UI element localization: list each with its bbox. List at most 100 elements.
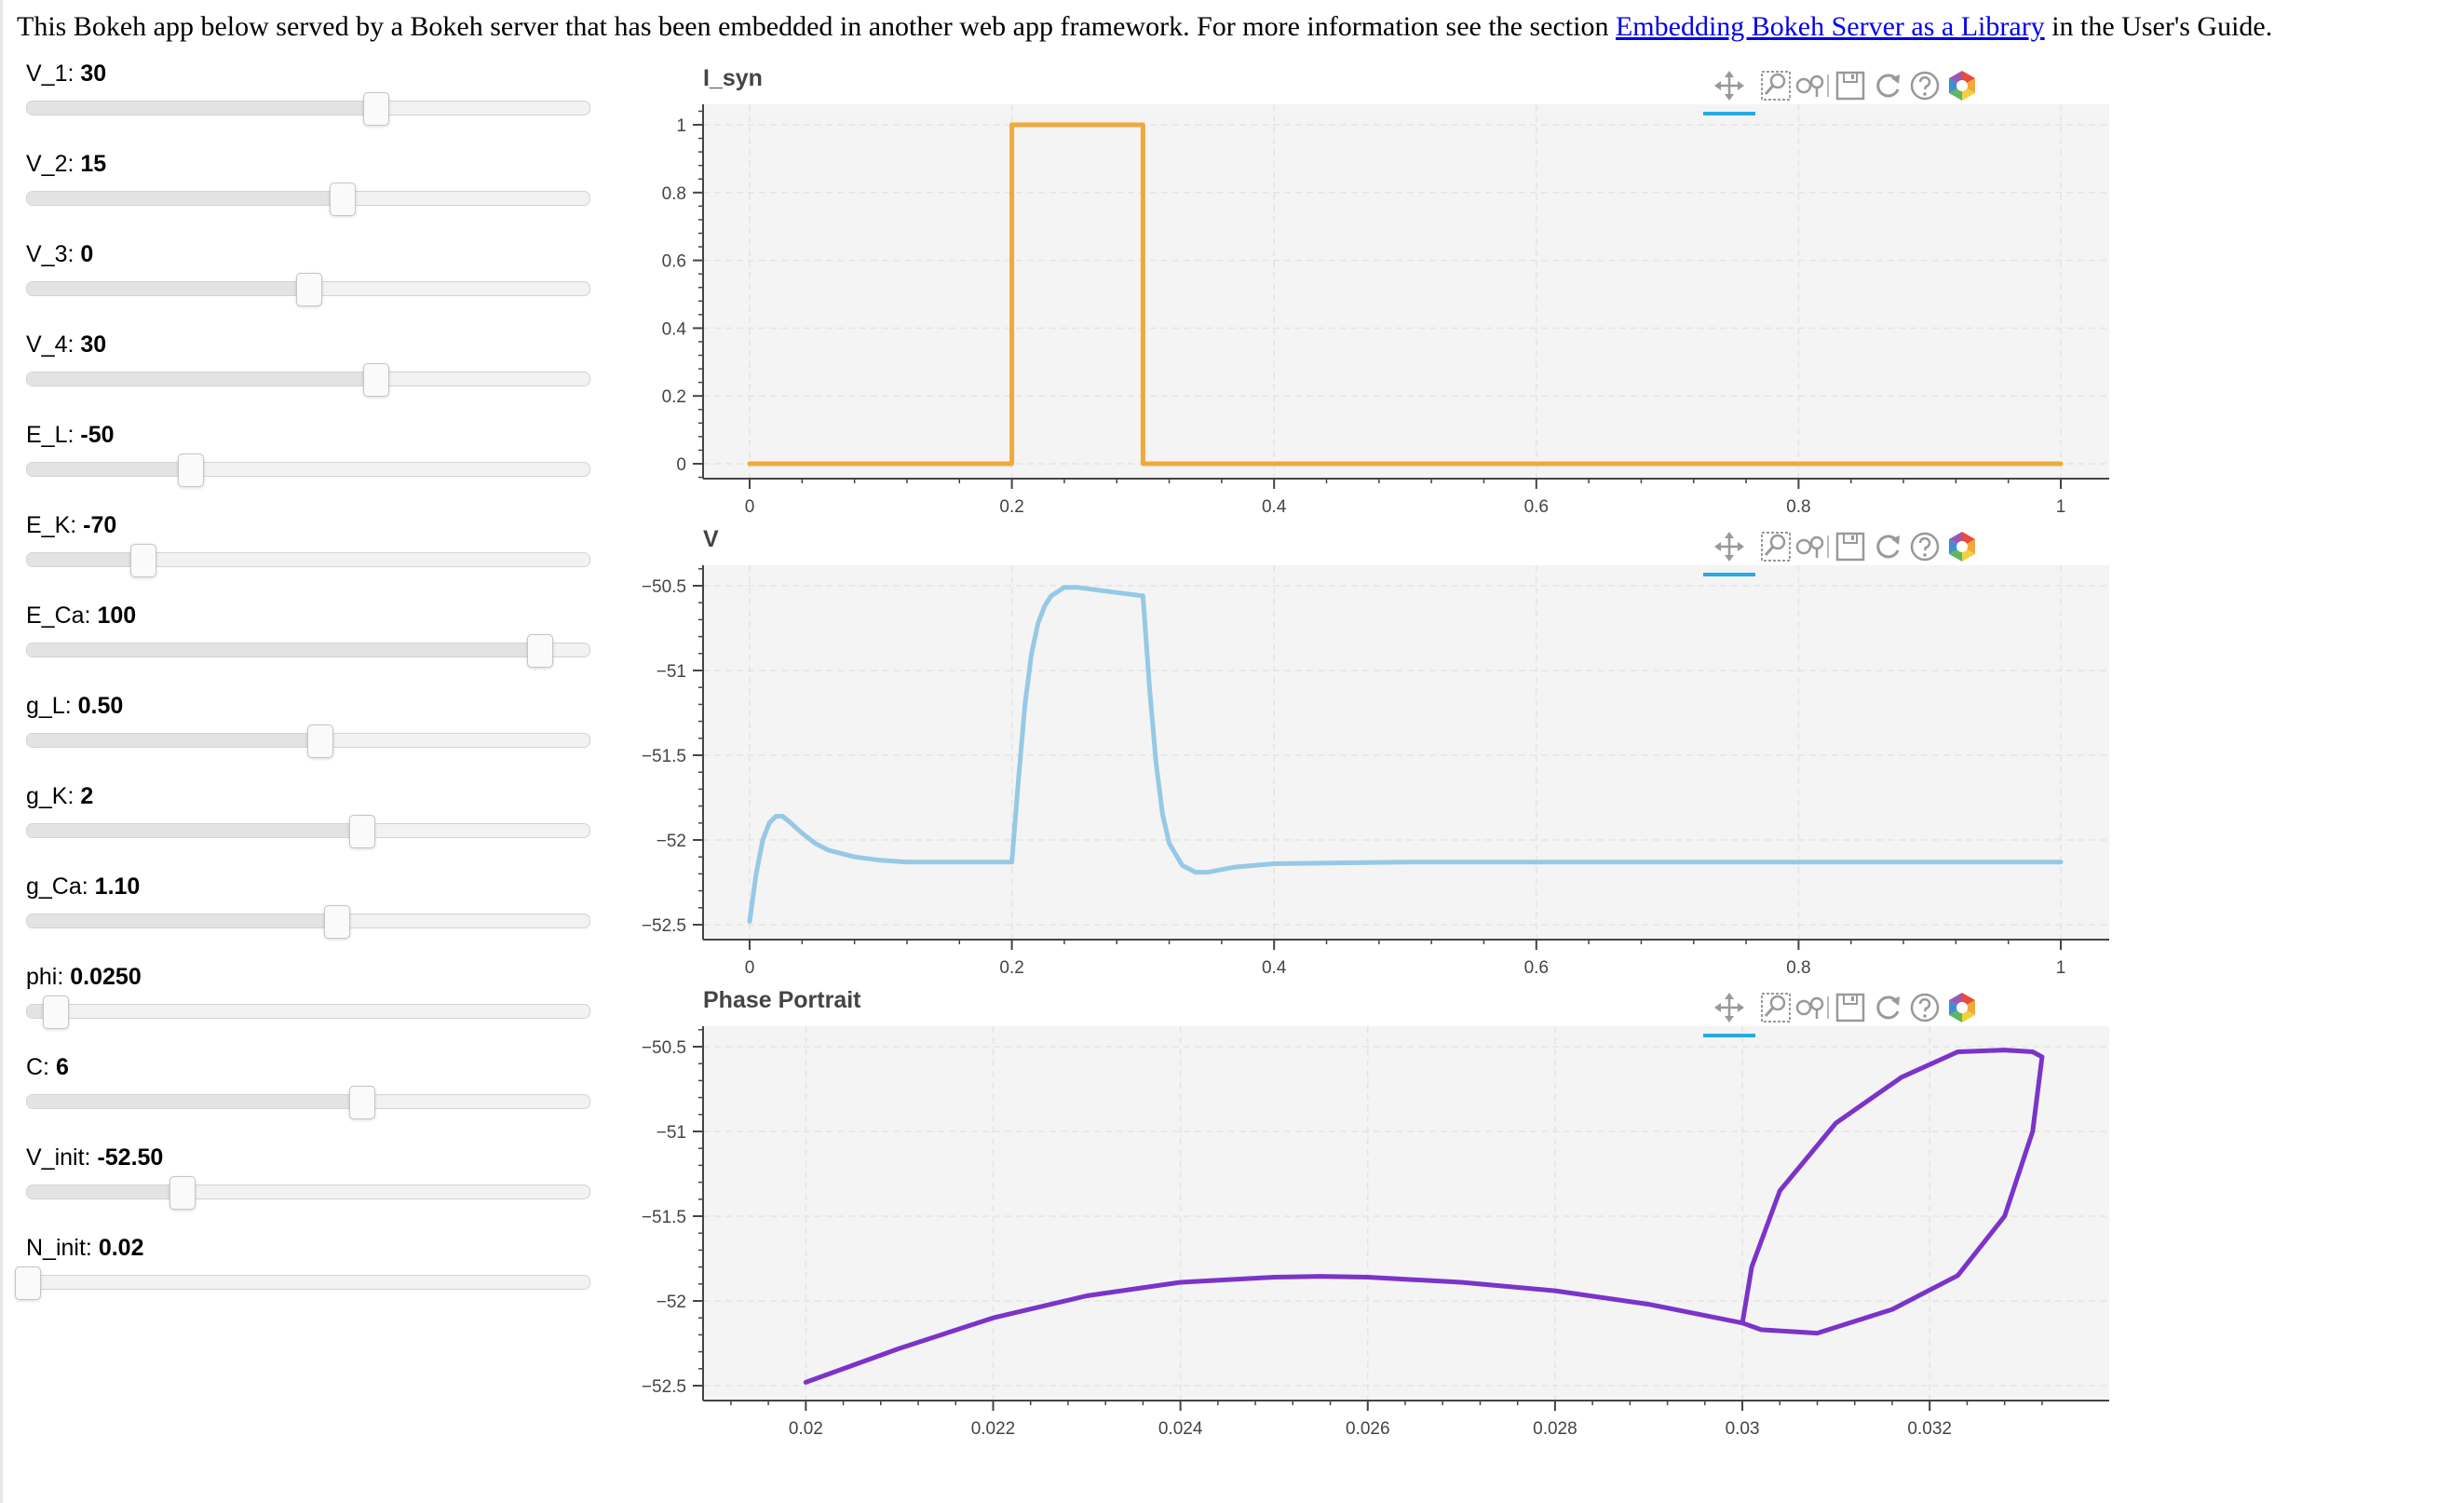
slider-value: 0 — [80, 241, 94, 267]
slider-track[interactable] — [26, 92, 590, 126]
slider-label: E_K: -70 — [26, 511, 116, 539]
reset-tool-button[interactable] — [1867, 65, 1908, 106]
slider-value: -52.50 — [97, 1144, 164, 1171]
slider-e-k[interactable]: E_K: -70 — [26, 511, 594, 602]
slider-v-2[interactable]: V_2: 15 — [26, 150, 594, 240]
slider-handle[interactable] — [178, 454, 205, 487]
slider-track[interactable] — [26, 363, 590, 397]
y-tick-label: 0.4 — [662, 319, 687, 339]
wheel-zoom-tool-button[interactable] — [1793, 65, 1834, 106]
slider-handle[interactable] — [307, 724, 334, 758]
series-line — [803, 1048, 2045, 1385]
slider-value: 6 — [55, 1054, 69, 1080]
slider-value: 2 — [80, 783, 94, 809]
isyn-plot[interactable]: I_syn 0 0.2 0.4 0.6 0.8 1 0 0.2 0.4 0.6 0.8 1 — [601, 58, 2114, 528]
phase-portrait-plot[interactable]: Phase Portrait 0.02 0.022 0.024 0.026 0.028 0.… — [601, 980, 2114, 1450]
bokeh-logo-link[interactable] — [1942, 65, 1983, 106]
slider-g-k[interactable]: g_K: 2 — [26, 782, 594, 873]
slider-handle[interactable] — [129, 544, 156, 577]
slider-phi[interactable]: phi: 0.0250 — [26, 963, 594, 1053]
slider-name: E_K: — [26, 512, 84, 538]
bokeh-logo-link[interactable] — [1942, 526, 1983, 567]
plot-toolbar — [1703, 526, 2081, 576]
x-tick-label: 0 — [745, 497, 755, 517]
pan-tool-button[interactable] — [1703, 987, 1755, 1037]
slider-handle[interactable] — [324, 905, 351, 939]
slider-track[interactable] — [26, 815, 590, 848]
plot-area — [703, 565, 2109, 940]
slider-v-1[interactable]: V_1: 30 — [26, 60, 594, 150]
slider-track[interactable] — [26, 1086, 590, 1119]
slider-track[interactable] — [26, 634, 590, 668]
slider-label: E_Ca: 100 — [26, 602, 136, 630]
slider-handle[interactable] — [330, 183, 357, 216]
x-tick-label: 1 — [2056, 497, 2066, 517]
save-tool-button[interactable] — [1830, 526, 1871, 567]
slider-track[interactable] — [26, 724, 590, 758]
slider-n-init[interactable]: N_init: 0.02 — [15, 1234, 594, 1324]
y-tick-label: −52.5 — [642, 916, 686, 936]
bokeh-logo-icon — [1949, 71, 1975, 101]
slider-handle[interactable] — [349, 815, 376, 848]
slider-handle[interactable] — [363, 363, 390, 397]
pan-tool-button[interactable] — [1703, 65, 1755, 115]
reset-tool-button[interactable] — [1867, 987, 1908, 1028]
slider-g-ca[interactable]: g_Ca: 1.10 — [26, 873, 594, 963]
slider-handle[interactable] — [349, 1086, 376, 1119]
slider-v-4[interactable]: V_4: 30 — [26, 331, 594, 421]
slider-v-init[interactable]: V_init: -52.50 — [26, 1144, 594, 1234]
help-tool-button[interactable] — [1904, 526, 1945, 567]
slider-handle[interactable] — [43, 995, 70, 1029]
y-tick-label: 1 — [676, 116, 686, 136]
slider-e-ca[interactable]: E_Ca: 100 — [26, 602, 594, 692]
slider-c[interactable]: C: 6 — [26, 1053, 594, 1144]
box-zoom-tool-button[interactable] — [1755, 987, 1796, 1028]
slider-track[interactable] — [26, 273, 590, 306]
slider-track[interactable] — [26, 995, 590, 1029]
slider-track[interactable] — [26, 905, 590, 939]
slider-v-3[interactable]: V_3: 0 — [26, 240, 594, 331]
slider-e-l[interactable]: E_L: -50 — [26, 421, 594, 511]
x-tick-label: 0.8 — [1786, 497, 1810, 517]
slider-handle[interactable] — [296, 273, 322, 306]
x-tick-label: 0.8 — [1786, 958, 1810, 978]
slider-handle[interactable] — [363, 92, 390, 126]
slider-name: V_3: — [26, 241, 81, 267]
slider-name: g_K: — [26, 783, 81, 809]
bokeh-logo-icon — [1949, 532, 1975, 562]
bokeh-logo-link[interactable] — [1942, 987, 1983, 1028]
slider-handle[interactable] — [169, 1176, 196, 1210]
help-tool-button[interactable] — [1904, 65, 1945, 106]
slider-track[interactable] — [15, 1266, 590, 1300]
pan-icon — [1714, 993, 1744, 1022]
box-zoom-tool-button[interactable] — [1755, 65, 1796, 106]
slider-label: N_init: 0.02 — [26, 1234, 143, 1262]
slider-value: 1.10 — [94, 873, 141, 900]
slider-track[interactable] — [26, 1176, 590, 1210]
slider-name: g_L: — [26, 693, 78, 719]
slider-fill — [27, 914, 337, 928]
slider-handle[interactable] — [526, 634, 553, 668]
embedding-guide-link[interactable]: Embedding Bokeh Server as a Library — [1615, 11, 2045, 42]
wheel-zoom-tool-button[interactable] — [1793, 526, 1834, 567]
voltage-plot[interactable]: V 0 0.2 0.4 0.6 0.8 1 −52.5 −52 −51.5 −51 −50.5 — [601, 519, 2114, 989]
slider-fill — [27, 372, 376, 386]
wheel-zoom-tool-button[interactable] — [1793, 987, 1834, 1028]
help-tool-button[interactable] — [1904, 987, 1945, 1028]
slider-g-l[interactable]: g_L: 0.50 — [26, 692, 594, 782]
x-tick-label: 0.2 — [999, 497, 1023, 517]
reset-tool-button[interactable] — [1867, 526, 1908, 567]
slider-handle[interactable] — [15, 1266, 41, 1300]
slider-track[interactable] — [26, 544, 590, 577]
slider-label: V_2: 15 — [26, 150, 106, 178]
slider-label: V_init: -52.50 — [26, 1144, 163, 1171]
pan-tool-button[interactable] — [1703, 526, 1755, 576]
box-zoom-tool-button[interactable] — [1755, 526, 1796, 567]
slider-label: phi: 0.0250 — [26, 963, 142, 991]
save-tool-button[interactable] — [1830, 987, 1871, 1028]
save-icon — [1835, 532, 1865, 562]
slider-track[interactable] — [26, 183, 590, 216]
save-tool-button[interactable] — [1830, 65, 1871, 106]
slider-name: V_init: — [26, 1144, 98, 1171]
slider-track[interactable] — [26, 454, 590, 487]
